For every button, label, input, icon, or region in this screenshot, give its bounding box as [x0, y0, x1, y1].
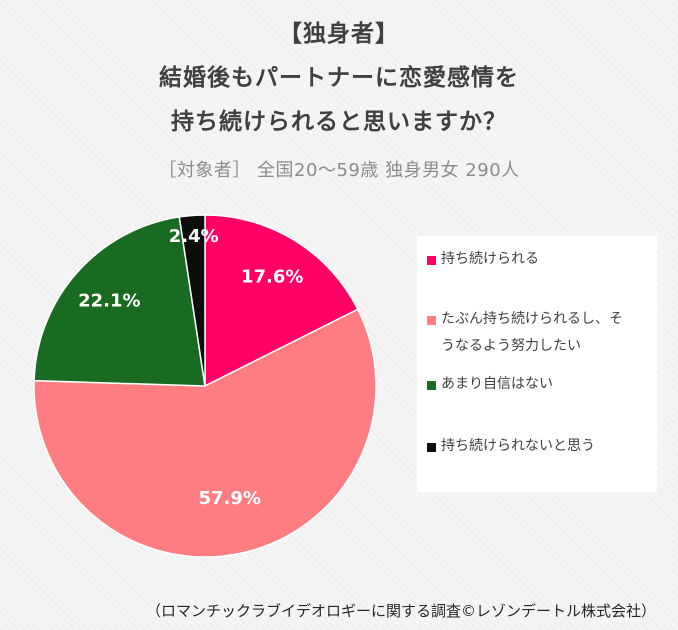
pie-data-labels: 17.6% 57.9% 22.1% 2.4% — [78, 226, 303, 509]
pie-slice-1 — [204, 214, 359, 388]
legend-item-2: たぶん持ち続けられるし、そ うなるよう努力したい — [427, 306, 655, 360]
title-line-3: 持ち続けられると思いますか？ — [171, 109, 507, 135]
legend-swatch-2 — [427, 316, 436, 325]
source-credit: （ロマンチックラブイデオロギーに関する調査©レゾンデートル株式会社） — [145, 602, 656, 620]
chart-title: 【独身者】 結婚後もパートナーに恋愛感情を 持ち続けられると思いますか？ — [0, 12, 678, 144]
legend-item-3: あまり自信はない — [427, 371, 655, 398]
legend-item-1: 持ち続けられる — [427, 246, 655, 273]
legend: 持ち続けられる たぶん持ち続けられるし、そ うなるよう努力したい あまり自信はな… — [417, 236, 657, 492]
legend-swatch-4 — [427, 443, 436, 452]
pie-slice-3 — [33, 216, 206, 387]
legend-label-1: 持ち続けられる — [441, 251, 539, 267]
legend-swatch-3 — [427, 381, 436, 390]
chart-subtitle: ［対象者］ 全国20～59歳 独身男女 290人 — [158, 160, 520, 181]
pie-slice-2 — [33, 308, 377, 558]
legend-swatch-1 — [427, 256, 436, 265]
legend-label-3: あまり自信はない — [441, 376, 553, 392]
legend-label-2a: たぶん持ち続けられるし、そ — [441, 311, 623, 327]
legend-label-2b: うなるよう努力したい — [441, 338, 581, 354]
pie-slice-4 — [178, 214, 206, 387]
pie-label-2: 57.9% — [198, 488, 260, 509]
title-line-2: 結婚後もパートナーに恋愛感情を — [159, 65, 519, 91]
pie-label-4: 2.4% — [169, 226, 219, 247]
legend-item-4: 持ち続けられないと思う — [427, 433, 655, 460]
pie-label-1: 17.6% — [241, 267, 303, 288]
title-line-1: 【独身者】 — [279, 21, 399, 47]
pie-slices — [33, 214, 377, 558]
pie-label-3: 22.1% — [78, 291, 140, 312]
legend-label-4: 持ち続けられないと思う — [441, 438, 595, 454]
